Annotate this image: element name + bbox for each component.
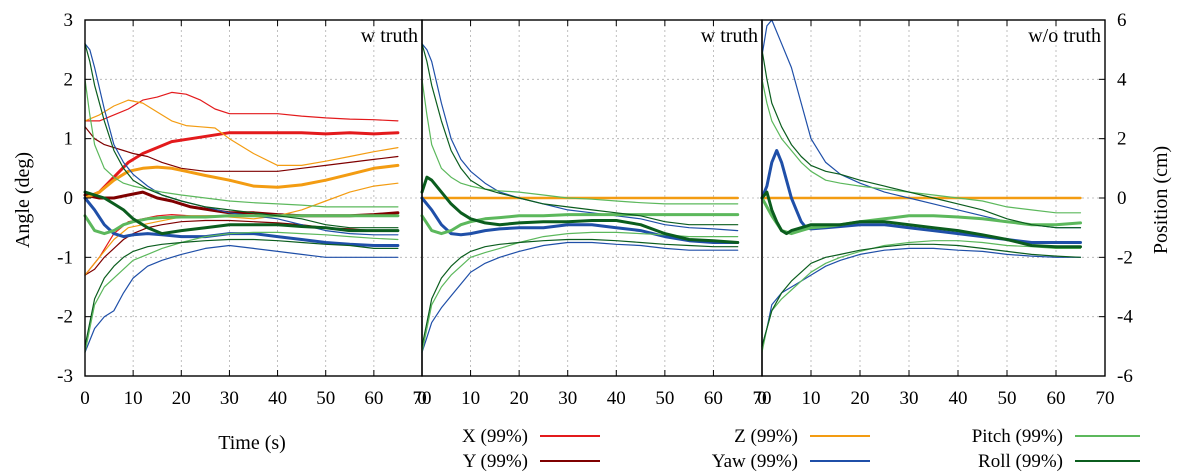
y2-tick-label: 4 [1117, 69, 1127, 90]
series-line-roll [762, 244, 1081, 346]
x-tick-label: 0 [417, 388, 427, 409]
x-tick-label: 0 [757, 388, 767, 409]
x-tick-label: 60 [1047, 388, 1066, 409]
legend-label-x: X (99%) [462, 426, 528, 447]
series-line-y [85, 192, 398, 216]
legend-label-roll: Roll (99%) [978, 451, 1063, 472]
legend-label-pitch: Pitch (99%) [972, 426, 1063, 447]
x-tick-label: 20 [851, 388, 870, 409]
panel-label: w truth [361, 25, 418, 47]
x-tick-label: 50 [655, 388, 674, 409]
series-line-yaw [762, 20, 1081, 228]
y2-tick-label: 6 [1117, 10, 1127, 31]
series-line-roll [85, 44, 398, 228]
x-tick-label: 10 [461, 388, 480, 409]
panel-3: w/o truth 0 10 20 30 40 50 60 70 [757, 20, 1114, 409]
series-line-yaw [762, 248, 1081, 346]
series-line-roll [85, 240, 398, 347]
legend-label-y: Y (99%) [463, 451, 528, 472]
x-tick-label: 10 [802, 388, 821, 409]
y-tick-label: 2 [64, 69, 74, 90]
x-axis-title: Time (s) [218, 432, 286, 454]
y-tick-label: 3 [64, 10, 74, 31]
x-tick-label: 40 [607, 388, 626, 409]
panels-layer: w truth 0 10 20 30 40 50 60 70 w truth 0 10 20 30 40 50… [80, 20, 1114, 409]
y-tick-label: -3 [57, 366, 73, 387]
series-line-roll [422, 240, 738, 347]
x-tick-label: 20 [510, 388, 529, 409]
series-line-pitch [762, 79, 1081, 213]
y2-tick-label: -2 [1117, 247, 1133, 268]
x-tick-label: 30 [900, 388, 919, 409]
y2-tick-label: 0 [1117, 188, 1127, 209]
y2-tick-label: 2 [1117, 129, 1127, 150]
x-tick-label: 60 [364, 388, 383, 409]
x-tick-label: 40 [949, 388, 968, 409]
panel-label: w/o truth [1028, 25, 1101, 47]
series-line-yaw [422, 44, 738, 231]
x-tick-label: 30 [220, 388, 239, 409]
legend: X (99%) Y (99%) Z (99%) Yaw (99%) Pitch (99%… [462, 426, 1140, 472]
x-tick-label: 70 [1096, 388, 1115, 409]
y-axis-title: Angle (deg) [12, 152, 34, 248]
x-tick-label: 50 [998, 388, 1017, 409]
x-tick-label: 50 [316, 388, 335, 409]
y-tick-label: -2 [57, 307, 73, 328]
y-tick-label: -1 [57, 247, 73, 268]
x-tick-label: 30 [558, 388, 577, 409]
series-line-roll [762, 192, 1081, 247]
x-tick-label: 10 [124, 388, 143, 409]
y2-tick-label: -6 [1117, 366, 1133, 387]
x-tick-label: 20 [172, 388, 191, 409]
series-line-x [85, 133, 398, 198]
series-line-x [85, 92, 398, 121]
x-tick-label: 40 [268, 388, 287, 409]
y2-tick-label: -4 [1117, 307, 1133, 328]
panel-label: w truth [701, 25, 758, 47]
y-tick-label: 0 [64, 188, 74, 209]
series-line-pitch [422, 79, 738, 204]
y2-axis-title: Position (cm) [1150, 146, 1172, 254]
x-tick-label: 0 [80, 388, 90, 409]
x-tick-label: 60 [704, 388, 723, 409]
series-line-y [85, 221, 398, 276]
series-line-pitch [85, 79, 398, 207]
y-tick-label: 1 [64, 129, 74, 150]
legend-label-yaw: Yaw (99%) [712, 451, 798, 472]
series-line-yaw [85, 44, 398, 235]
series-line-pitch [85, 232, 398, 352]
legend-label-z: Z (99%) [734, 426, 798, 447]
